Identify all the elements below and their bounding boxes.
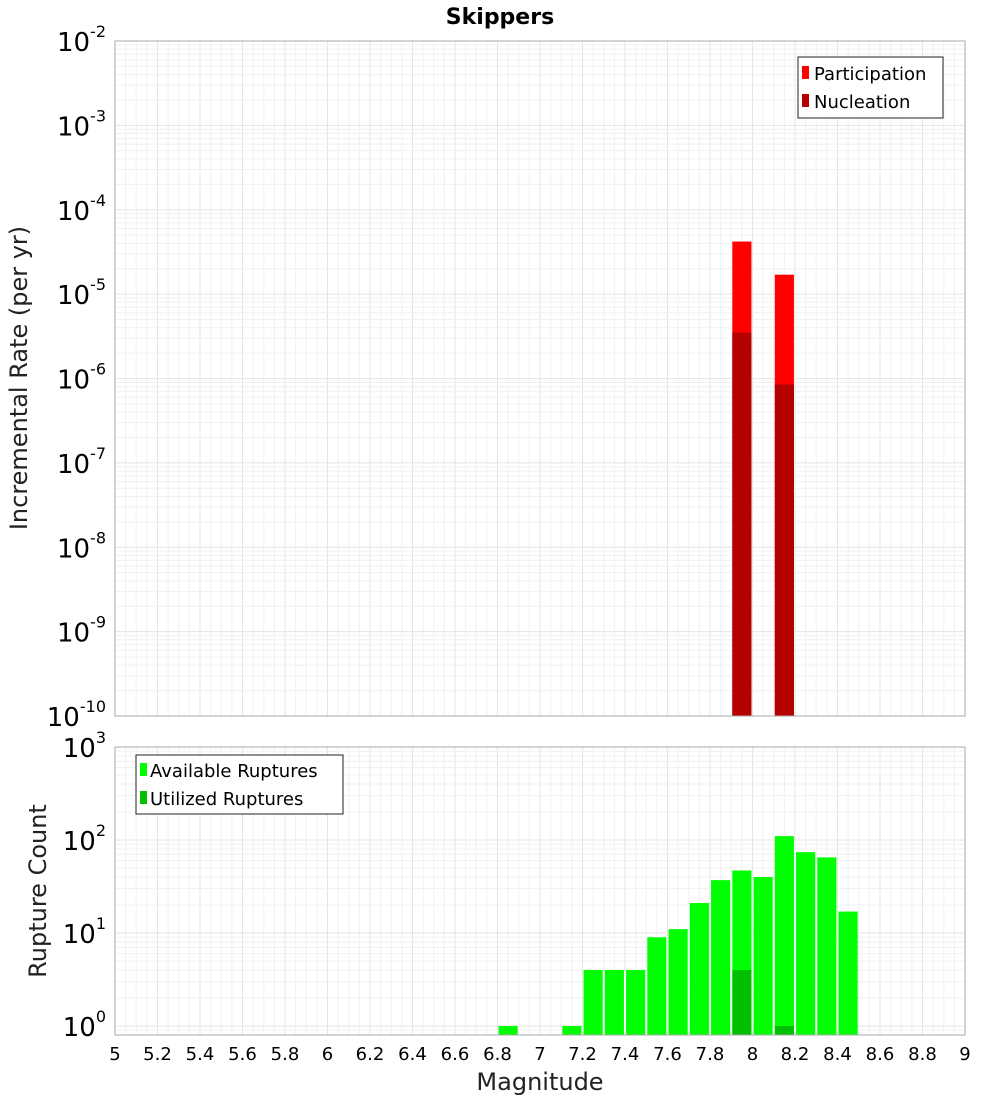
- count-legend-box: [135, 754, 344, 815]
- x-tick-label: 8.6: [866, 1044, 895, 1065]
- legend-label-participation: Participation: [814, 64, 926, 85]
- rate-legend: Participation Nucleation: [797, 56, 944, 119]
- x-tick-label: 6.4: [398, 1044, 427, 1065]
- bar-utilized-ruptures: [774, 1025, 794, 1035]
- bar-available-ruptures: [647, 937, 667, 1035]
- bar-available-ruptures: [711, 880, 731, 1035]
- x-tick-label: 5.6: [228, 1044, 257, 1065]
- legend-swatch-participation: [802, 66, 809, 79]
- legend-swatch-nucleation: [802, 94, 809, 107]
- count-legend: Available Ruptures Utilized Ruptures: [135, 754, 344, 815]
- y-tick-label: 10-5: [57, 275, 106, 311]
- bar-available-ruptures: [689, 903, 709, 1035]
- y-tick-label: 103: [63, 728, 106, 764]
- y-tick-label: 10-4: [57, 191, 106, 227]
- y-tick-label: 101: [63, 914, 106, 950]
- bar-available-ruptures: [626, 969, 646, 1035]
- y-tick-label: 10-7: [57, 444, 106, 480]
- bar-available-ruptures: [796, 852, 816, 1035]
- x-tick-label: 5.2: [143, 1044, 172, 1065]
- count-bars: [498, 836, 858, 1035]
- count-panel: 100 101 102 103 5 5.2 5.4 5.6 5.8 6 6.2 6.4 6.6 6.8 7…: [24, 728, 971, 1096]
- count-y-axis-label: Rupture Count: [24, 804, 52, 978]
- legend-label-utilized-ruptures: Utilized Ruptures: [150, 789, 303, 810]
- rate-plot-frame: [114, 40, 966, 717]
- bar-utilized-ruptures: [732, 969, 752, 1035]
- rate-y-ticks: 10-10 10-9 10-8 10-7 10-6 10-5 10-4 10-3 10-2: [47, 22, 106, 733]
- bar-available-ruptures: [817, 857, 837, 1035]
- count-grid: [114, 746, 966, 1036]
- y-tick-label: 10-6: [57, 360, 106, 396]
- x-tick-label: 7.4: [611, 1044, 640, 1065]
- legend-swatch-available-ruptures: [140, 763, 147, 776]
- x-tick-label: 6.8: [483, 1044, 512, 1065]
- x-tick-label: 6.6: [441, 1044, 470, 1065]
- x-tick-label: 7: [534, 1044, 545, 1065]
- y-tick-label: 102: [63, 821, 106, 857]
- chart-title: Skippers: [446, 5, 554, 30]
- rate-grid: [114, 40, 966, 717]
- bar-nucleation: [774, 384, 794, 716]
- x-tick-label: 9: [959, 1044, 970, 1065]
- count-plot-frame: [114, 746, 966, 1036]
- y-tick-label: 100: [63, 1007, 106, 1043]
- y-tick-label: 10-8: [57, 528, 106, 564]
- bar-available-ruptures: [774, 836, 794, 1035]
- x-axis-label: Magnitude: [476, 1068, 603, 1096]
- x-tick-label: 5.8: [271, 1044, 300, 1065]
- y-tick-label: 10-2: [57, 22, 106, 58]
- x-tick-label: 5.4: [186, 1044, 215, 1065]
- x-tick-label: 8.8: [908, 1044, 937, 1065]
- legend-label-available-ruptures: Available Ruptures: [150, 761, 318, 782]
- x-tick-label: 8: [747, 1044, 758, 1065]
- x-tick-label: 6.2: [356, 1044, 385, 1065]
- x-tick-label: 8.2: [781, 1044, 810, 1065]
- x-tick-label: 5: [109, 1044, 120, 1065]
- rate-bars: [732, 241, 794, 717]
- count-y-ticks: 100 101 102 103: [63, 728, 106, 1043]
- bar-available-ruptures: [498, 1025, 518, 1035]
- legend-label-nucleation: Nucleation: [814, 92, 910, 113]
- bar-nucleation: [732, 332, 752, 716]
- bar-available-ruptures: [838, 911, 858, 1035]
- rate-legend-box: [797, 56, 944, 119]
- y-tick-label: 10-10: [47, 697, 106, 733]
- rate-panel: 10-10 10-9 10-8 10-7 10-6 10-5 10-4 10-3 10-2 In…: [5, 22, 966, 733]
- bar-available-ruptures: [562, 1025, 582, 1035]
- y-tick-label: 10-9: [57, 613, 106, 649]
- rate-y-axis-label: Incremental Rate (per yr): [5, 226, 33, 530]
- x-tick-label: 6: [322, 1044, 333, 1065]
- bar-available-ruptures: [604, 969, 624, 1035]
- bar-available-ruptures: [668, 929, 688, 1035]
- bar-available-ruptures: [753, 877, 773, 1035]
- bar-available-ruptures: [583, 969, 603, 1035]
- x-tick-label: 7.6: [653, 1044, 682, 1065]
- x-tick-label: 7.8: [696, 1044, 725, 1065]
- x-tick-label: 8.4: [823, 1044, 852, 1065]
- x-tick-label: 7.2: [568, 1044, 597, 1065]
- y-tick-label: 10-3: [57, 106, 106, 142]
- legend-swatch-utilized-ruptures: [140, 791, 147, 804]
- x-ticks: 5 5.2 5.4 5.6 5.8 6 6.2 6.4 6.6 6.8 7 7.2 7.4 7.6 7.8 8…: [109, 1044, 970, 1065]
